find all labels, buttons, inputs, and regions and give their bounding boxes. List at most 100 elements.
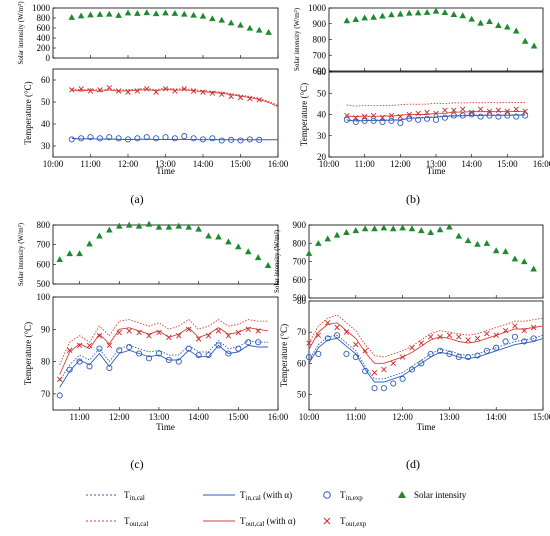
x-tick-label: 12:00 bbox=[390, 159, 411, 169]
solar-intensity-point bbox=[106, 226, 113, 233]
series-line-t-out-cal--with--- bbox=[71, 88, 279, 108]
x-tick-label: 13:00 bbox=[155, 159, 176, 169]
t-in-exp-point bbox=[246, 136, 253, 143]
solar-intensity-point bbox=[125, 221, 133, 228]
solar-intensity-point bbox=[175, 222, 183, 229]
t-out-exp-point bbox=[397, 113, 404, 120]
solar-y-axis-label: Solar intensity (W/m²) bbox=[17, 222, 25, 286]
t-in-exp-point bbox=[195, 352, 202, 359]
t-out-exp-point bbox=[530, 324, 537, 331]
temp-y-tick-label: 60 bbox=[317, 67, 327, 77]
solar-intensity-point bbox=[162, 9, 169, 16]
t-in-exp-point bbox=[511, 333, 518, 340]
t-out-exp-point bbox=[325, 320, 331, 326]
t-out-exp-point bbox=[409, 344, 415, 351]
t-in-exp-point bbox=[415, 116, 422, 123]
solar-y-tick-label: 800 bbox=[37, 220, 51, 230]
t-out-exp-point bbox=[66, 347, 73, 353]
solar-intensity-point bbox=[76, 250, 83, 257]
series-line-t-in-cal--with--- bbox=[71, 138, 278, 141]
t-out-exp-point bbox=[78, 86, 84, 92]
t-in-exp-point bbox=[450, 112, 457, 119]
t-in-exp-point bbox=[486, 112, 493, 119]
t-out-exp-point bbox=[255, 328, 261, 334]
t-out-exp-point bbox=[115, 88, 122, 94]
x-axis-label: Time bbox=[156, 166, 175, 176]
t-in-exp-point bbox=[134, 135, 141, 142]
legend: Tin,cal Tin,cal (with α) Tin,exp Solar i… bbox=[86, 490, 467, 528]
solar-intensity-point bbox=[389, 225, 397, 232]
t-out-exp-point bbox=[474, 335, 481, 342]
t-out-exp-point bbox=[144, 86, 150, 92]
solar-y-tick-label: 600 bbox=[313, 66, 327, 76]
temp-y-tick-label: 80 bbox=[41, 357, 51, 367]
t-in-exp-point bbox=[324, 335, 331, 342]
t-out-exp-point bbox=[522, 108, 528, 115]
series-line-t-out-cal bbox=[346, 101, 526, 107]
t-out-exp-point bbox=[437, 334, 443, 340]
t-in-exp-point bbox=[96, 135, 103, 142]
solar-intensity-point bbox=[397, 10, 404, 17]
t-in-exp-point bbox=[495, 113, 502, 120]
solar-y-axis-label: Solar intensity (W/m²) bbox=[17, 1, 25, 65]
t-out-exp-point bbox=[456, 334, 462, 340]
t-out-exp-point bbox=[228, 93, 234, 100]
t-in-exp-point bbox=[205, 352, 212, 359]
solar-intensity-point bbox=[418, 227, 425, 234]
t-out-exp-point bbox=[465, 337, 471, 343]
solar-intensity-point bbox=[504, 23, 511, 30]
solar-intensity-point bbox=[343, 229, 350, 235]
t-out-exp-point bbox=[344, 112, 350, 119]
t-out-exp-point bbox=[306, 340, 312, 346]
solar-intensity-point bbox=[352, 227, 360, 234]
solar-intensity-point bbox=[190, 11, 197, 18]
solar-intensity-point bbox=[209, 15, 216, 22]
solar-intensity-point bbox=[464, 237, 472, 244]
t-out-exp-point bbox=[134, 88, 141, 94]
t-out-exp-point bbox=[521, 327, 527, 334]
solar-intensity-point bbox=[315, 239, 322, 246]
x-tick-label: 16:00 bbox=[268, 159, 289, 169]
solar-intensity-point bbox=[388, 11, 395, 18]
x-tick-label: 11:00 bbox=[346, 412, 367, 422]
solar-intensity-point bbox=[180, 10, 188, 17]
t-out-exp-point bbox=[57, 376, 63, 383]
solar-y-axis-label: Solar intensity (W/m²) bbox=[273, 229, 281, 293]
t-in-exp-point bbox=[459, 112, 466, 119]
temp-y-tick-label: 60 bbox=[297, 358, 307, 368]
temp-y-axis-label: Temperature (°C) bbox=[23, 81, 33, 144]
t-in-exp-point bbox=[199, 136, 207, 143]
t-out-exp-point bbox=[69, 87, 75, 93]
t-out-exp-point bbox=[446, 332, 453, 338]
temp-y-tick-label: 100 bbox=[37, 292, 51, 302]
t-in-exp-point bbox=[225, 350, 232, 357]
legend-label-t-in-cal-alpha: Tin,cal (with α) bbox=[240, 490, 292, 502]
solar-intensity-point bbox=[530, 42, 538, 49]
solar-intensity-point bbox=[264, 262, 272, 268]
t-in-exp-point bbox=[106, 134, 113, 141]
solar-intensity-point bbox=[324, 235, 332, 242]
t-in-exp-point bbox=[136, 350, 143, 357]
t-in-exp-point bbox=[126, 343, 133, 351]
solar-intensity-point bbox=[423, 8, 431, 15]
solar-y-tick-label: 0 bbox=[46, 53, 51, 63]
t-out-exp-point bbox=[245, 326, 251, 333]
t-out-exp-point bbox=[399, 354, 406, 360]
solar-intensity-point bbox=[195, 225, 202, 232]
solar-intensity-point bbox=[199, 12, 207, 19]
t-out-exp-point bbox=[512, 323, 518, 329]
solar-y-tick-label: 800 bbox=[37, 13, 51, 23]
solar-axes-frame bbox=[328, 7, 544, 72]
t-in-exp-point bbox=[235, 345, 242, 352]
t-in-exp-point bbox=[436, 347, 444, 354]
t-out-exp-point bbox=[502, 327, 509, 334]
t-out-exp-point bbox=[225, 333, 232, 339]
t-out-exp-point bbox=[343, 329, 350, 335]
t-out-exp-point bbox=[433, 110, 439, 117]
series-line-t-in-cal--with--- bbox=[59, 344, 269, 388]
t-in-exp-point bbox=[427, 350, 434, 357]
solar-intensity-point bbox=[512, 27, 520, 34]
x-tick-label: 12:00 bbox=[118, 159, 139, 169]
x-tick-label: 12:00 bbox=[109, 412, 130, 422]
